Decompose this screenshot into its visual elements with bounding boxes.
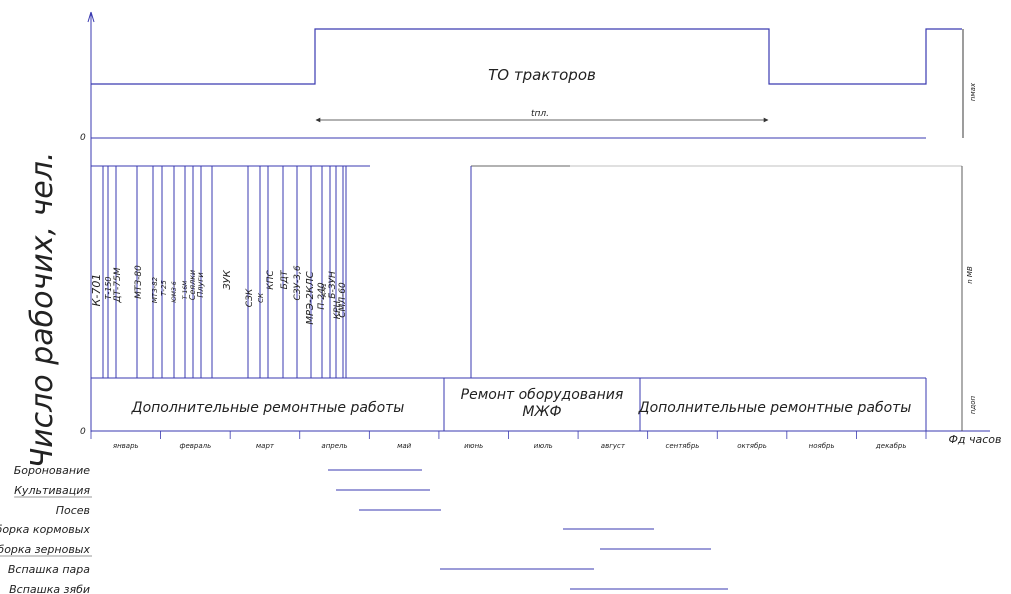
month-label: июнь [464,442,483,450]
machine-label: СЗК [245,288,255,307]
machine-label: Сеялки [188,270,197,300]
operation-label: Боронование [14,464,90,477]
right-dim-middle-label: n MB [966,266,974,284]
y-axis-arrow-left [87,11,92,23]
machine-label: Т-16М [182,280,189,299]
to-label: ТО тракторов [488,66,596,84]
month-label: декабрь [875,442,907,450]
month-label: апрель [321,442,347,450]
machine-label: МРЭ-2КЛС [305,271,316,324]
machine-label: Плуги [196,272,205,297]
month-label: январь [113,442,139,450]
x-axis-unit-label: Фд часов [948,433,1001,446]
work-block-label: Дополнительные ремонтные работы [131,400,405,416]
operation-label: Посев [56,504,90,517]
machine-label: СК [257,292,265,303]
machine-label: К-701 [90,274,103,307]
month-axis: январь февраль март апрель май июнь июль август… [90,431,927,450]
operation-label: Культивация [14,484,90,497]
operation-label: Вспашка пара [8,563,90,576]
month-label: май [397,442,412,450]
month-label: февраль [180,442,212,450]
operations-gantt: Боронование Культивация Посев Уборка кормов… [0,464,728,594]
machine-label: Т-150 [104,276,113,299]
machine-label: Т-25 [160,280,168,296]
month-label: ноябрь [809,442,835,450]
to-staircase-line [91,28,962,85]
right-dim-top-label: nмах [969,82,977,101]
machine-label: ЗУК [222,269,233,290]
y-axis-title: Число рабочих, чел. [25,152,60,469]
machine-label: МТЗ-82 [151,276,159,303]
month-label: сентябрь [666,442,700,450]
machine-bars: К-701 Т-150 ДТ-75М МТЗ-80 МТЗ-82 Т-25 ЮМЗ-6 Т-1… [90,166,348,378]
machine-label: ЮМЗ-6 [171,281,178,303]
y-axis-arrow-right [90,11,95,23]
machine-label: П-240 [317,282,327,309]
machine-label: СЗУ-3,6 [293,265,303,300]
work-block-label: Ремонт оборудования МЖФ [461,387,624,420]
month-label: март [256,442,275,450]
work-block-label: Дополнительные ремонтные работы [638,400,912,416]
duration-label: tпл. [531,109,549,119]
machine-label: ДТ-75М [113,267,123,303]
machine-label: КПС [266,270,276,290]
operation-label: Вспашка зяби [9,583,90,594]
month-label: июль [534,442,553,450]
machine-label: БДТ [280,269,290,289]
machine-label: МТЗ-80 [134,265,144,299]
machine-label: Б-ЗУН [328,271,338,299]
machine-label: А-41 [321,283,328,298]
top-zero-label: 0 [80,133,86,143]
machine-label: СМЛ-60 [338,282,348,318]
bottom-zero-label: 0 [80,427,86,437]
operation-label: Уборка кормовых [0,523,90,536]
operation-label: Уборка зерновых [0,543,90,556]
month-label: октябрь [737,442,767,450]
month-label: август [601,442,626,450]
machine-label: КРН [333,300,343,319]
right-dim-bottom-label: nдоп [969,396,977,415]
